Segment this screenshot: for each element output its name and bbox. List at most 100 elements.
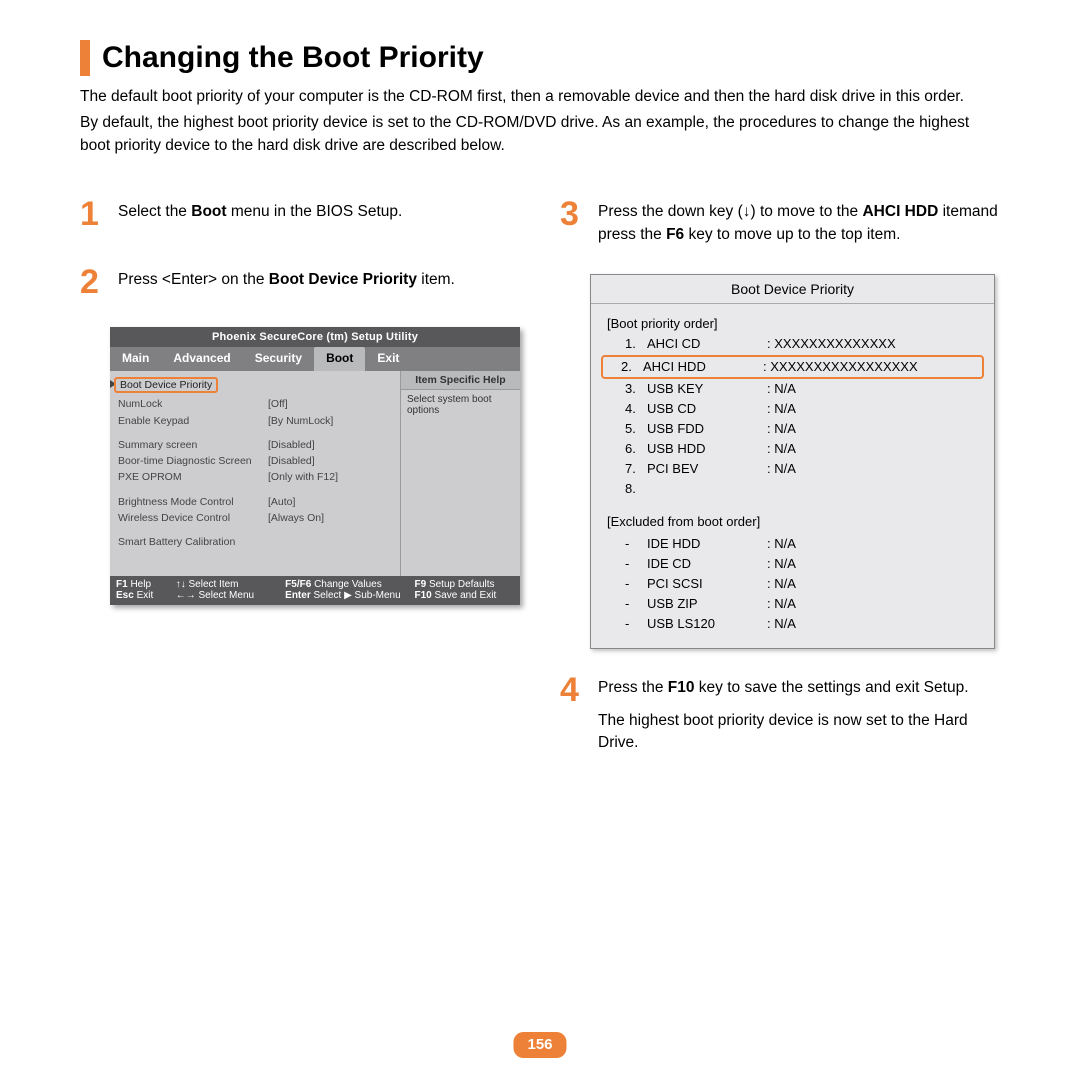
bios-setting-row: Wireless Device Control[Always On]	[118, 510, 390, 526]
bdp-excluded-label: [Excluded from boot order]	[607, 512, 978, 532]
bdp-index: 6.	[625, 439, 647, 459]
bios-setting-value: [Disabled]	[268, 437, 315, 453]
bios-footer-item: Enter Select ▶ Sub-Menu	[285, 590, 414, 601]
step-4: 4 Press the F10 key to save the settings…	[560, 673, 1000, 754]
step-number: 4	[560, 673, 586, 707]
accent-bar	[80, 40, 90, 76]
bios-setting-label: Brightness Mode Control	[118, 494, 268, 510]
boot-priority-panel: Boot Device Priority [Boot priority orde…	[590, 274, 995, 649]
step-number: 3	[560, 197, 586, 231]
t: key to save the settings and exit Setup.	[695, 679, 969, 696]
bdp-device: IDE HDD	[647, 534, 767, 554]
bios-setting-label: NumLock	[118, 396, 268, 412]
bdp-device: USB HDD	[647, 439, 767, 459]
t: F10	[668, 679, 695, 696]
bdp-value: : N/A	[767, 379, 796, 399]
bdp-excluded-row: -USB LS120: N/A	[607, 614, 978, 634]
bdp-excluded-row: -IDE CD: N/A	[607, 554, 978, 574]
t: AHCI HDD	[862, 203, 938, 220]
step-2: 2 Press <Enter> on the Boot Device Prior…	[80, 265, 520, 299]
bios-setting-value: [Auto]	[268, 494, 295, 510]
bios-setting-value: [Only with F12]	[268, 469, 338, 485]
left-column: 1 Select the Boot menu in the BIOS Setup…	[80, 197, 520, 782]
bios-setting-label: Wireless Device Control	[118, 510, 268, 526]
bdp-row: 1.AHCI CD: XXXXXXXXXXXXXX	[607, 334, 978, 354]
bios-setting-label: Summary screen	[118, 437, 268, 453]
bios-footer: F1 Help↑↓ Select ItemF5/F6 Change Values…	[110, 576, 520, 605]
bdp-device: USB FDD	[647, 419, 767, 439]
step-4-followup: The highest boot priority device is now …	[598, 710, 1000, 755]
bios-footer-item: Esc Exit	[116, 590, 176, 601]
bdp-index: 1.	[625, 334, 647, 354]
bdp-row: 6.USB HDD: N/A	[607, 439, 978, 459]
step-text: Press the F10 key to save the settings a…	[598, 673, 1000, 754]
bios-setting-row: NumLock[Off]	[118, 396, 390, 412]
bios-setting-value: [Disabled]	[268, 453, 315, 469]
bios-tab: Security	[243, 347, 314, 371]
step-3: 3 Press the down key (↓) to move to the …	[560, 197, 1000, 246]
bios-footer-item: F9 Setup Defaults	[415, 579, 515, 590]
bdp-value: : XXXXXXXXXXXXXXXXX	[763, 357, 918, 377]
bios-setting-row: Enable Keypad[By NumLock]	[118, 413, 390, 429]
bdp-row: 3.USB KEY: N/A	[607, 379, 978, 399]
bios-footer-item: ←→ Select Menu	[176, 590, 285, 601]
bdp-row: 8.	[607, 479, 978, 499]
page-title-row: Changing the Boot Priority	[80, 40, 1000, 76]
step-text: Select the Boot menu in the BIOS Setup.	[118, 197, 402, 223]
bios-help-body: Select system boot options	[401, 390, 520, 420]
bios-setting-row	[118, 429, 390, 437]
bios-setting-row: Boor-time Diagnostic Screen[Disabled]	[118, 453, 390, 469]
bdp-row: 5.USB FDD: N/A	[607, 419, 978, 439]
bios-tab: Boot	[314, 347, 365, 371]
bios-help-title: Item Specific Help	[401, 371, 520, 390]
bdp-value: : N/A	[767, 574, 796, 594]
bdp-value: : N/A	[767, 594, 796, 614]
bdp-device: USB KEY	[647, 379, 767, 399]
bios-setting-label: PXE OPROM	[118, 469, 268, 485]
bios-footer-item: ↑↓ Select Item	[176, 579, 285, 590]
bios-main-panel: Boot Device Priority NumLock[Off]Enable …	[110, 371, 400, 576]
bios-setting-value: [By NumLock]	[268, 413, 333, 429]
bios-footer-item: F1 Help	[116, 579, 176, 590]
bdp-excluded-row: -USB ZIP: N/A	[607, 594, 978, 614]
bdp-value: : N/A	[767, 554, 796, 574]
bdp-device: USB ZIP	[647, 594, 767, 614]
bdp-index: -	[625, 594, 647, 614]
bios-setting-label: Enable Keypad	[118, 413, 268, 429]
bdp-index: -	[625, 534, 647, 554]
t: Press the down key (↓) to move to the	[598, 203, 862, 220]
right-column: 3 Press the down key (↓) to move to the …	[560, 197, 1000, 782]
bdp-value: : N/A	[767, 419, 796, 439]
bdp-order-label: [Boot priority order]	[607, 314, 978, 334]
bios-setting-label: Smart Battery Calibration	[118, 534, 268, 550]
bdp-index: 8.	[625, 479, 647, 499]
step-number: 2	[80, 265, 106, 299]
bios-setting-row: Summary screen[Disabled]	[118, 437, 390, 453]
t: Press <Enter> on the	[118, 271, 269, 288]
bdp-index: 3.	[625, 379, 647, 399]
bios-screenshot: Phoenix SecureCore (tm) Setup Utility Ma…	[110, 327, 520, 605]
step-text: Press the down key (↓) to move to the AH…	[598, 197, 1000, 246]
bdp-excluded-row: -IDE HDD: N/A	[607, 534, 978, 554]
bios-header: Phoenix SecureCore (tm) Setup Utility	[110, 327, 520, 347]
bdp-row-highlighted: 2.AHCI HDD: XXXXXXXXXXXXXXXXX	[601, 355, 984, 379]
bdp-row: 7.PCI BEV: N/A	[607, 459, 978, 479]
bdp-index: -	[625, 554, 647, 574]
bdp-device: PCI BEV	[647, 459, 767, 479]
step-number: 1	[80, 197, 106, 231]
bdp-row: 4.USB CD: N/A	[607, 399, 978, 419]
boot-device-priority-highlight: Boot Device Priority	[114, 377, 218, 393]
page-title: Changing the Boot Priority	[102, 41, 484, 75]
step-1: 1 Select the Boot menu in the BIOS Setup…	[80, 197, 520, 231]
bios-tab: Exit	[365, 347, 411, 371]
bdp-index: 7.	[625, 459, 647, 479]
bdp-value: : N/A	[767, 534, 796, 554]
bios-tabs: MainAdvancedSecurityBootExit	[110, 347, 520, 371]
bdp-value: : N/A	[767, 399, 796, 419]
t: menu in the BIOS Setup.	[227, 203, 403, 220]
bios-setting-row: Smart Battery Calibration	[118, 534, 390, 550]
t: item.	[417, 271, 455, 288]
t: Boot	[191, 203, 226, 220]
bios-setting-value: [Always On]	[268, 510, 324, 526]
bios-tab: Main	[110, 347, 161, 371]
